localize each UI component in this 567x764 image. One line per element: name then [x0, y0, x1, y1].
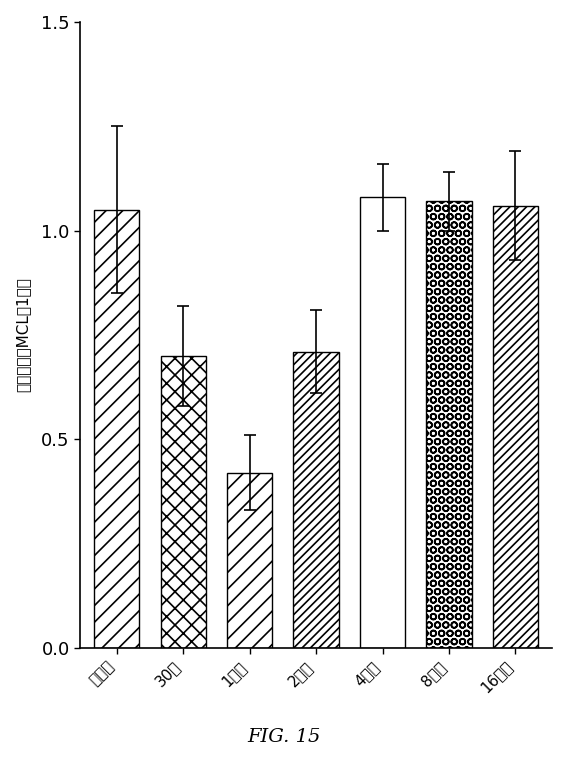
Bar [227, 473, 272, 648]
Bar [360, 197, 405, 648]
Bar [94, 210, 139, 648]
Bar [160, 356, 206, 648]
Y-axis label: 標準化したMCL－1発現: 標準化したMCL－1発現 [15, 277, 30, 393]
Bar [493, 206, 538, 648]
Text: FIG. 15: FIG. 15 [247, 728, 320, 746]
Bar [294, 351, 338, 648]
Bar [426, 202, 472, 648]
